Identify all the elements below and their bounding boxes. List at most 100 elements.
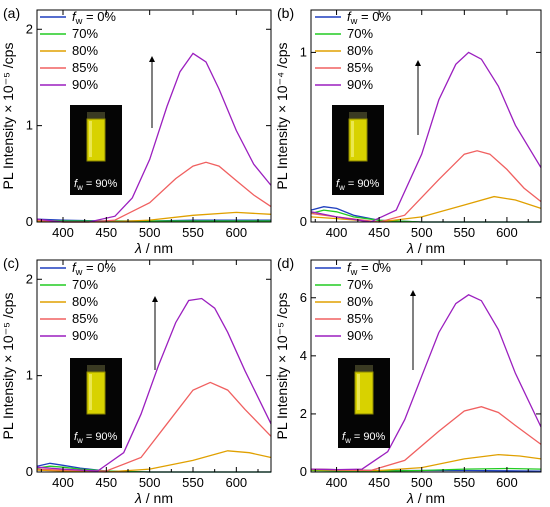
x-tick-label: 600	[496, 225, 518, 240]
legend: fw = 0%70% 80% 85% 90%	[315, 9, 391, 92]
y-tick-label: 0	[300, 214, 307, 229]
legend-entry: 90%	[72, 77, 98, 92]
vial-highlight	[351, 121, 354, 157]
legend-entry: 90%	[347, 77, 373, 92]
legend-entry: 70%	[347, 277, 373, 292]
series-line-3	[310, 406, 542, 472]
y-tick-label: 0	[26, 214, 33, 229]
vial-cap	[87, 365, 105, 372]
x-tick-label: 600	[225, 475, 247, 490]
y-tick-label: 1	[300, 44, 307, 59]
series-line-4	[310, 294, 542, 471]
series-line-4	[36, 52, 272, 223]
vial-cap	[355, 365, 373, 372]
x-tick-label: 450	[368, 225, 390, 240]
x-tick-label: 600	[225, 225, 247, 240]
series-line-4	[36, 297, 272, 472]
y-axis-label: PL Intensity × 10⁻⁴ /cps	[274, 42, 290, 189]
x-tick-label: 500	[411, 225, 433, 240]
series-line-3	[310, 150, 542, 223]
vial-photo-inset: fw = 90%	[70, 358, 122, 448]
trend-arrow-head	[415, 60, 421, 66]
x-tick-label: 400	[326, 475, 348, 490]
chart-panel-b: 400 450 500 550 600 0 1 λ / nm PL Intensity × 10…	[274, 5, 542, 256]
x-tick-label: 500	[139, 475, 161, 490]
chart-panel-d: 400 450 500 550 600 0 2 4 6 λ / nm PL Intensity × …	[274, 255, 542, 506]
legend-entry: 70%	[72, 277, 98, 292]
legend-entry: 85%	[72, 311, 98, 326]
y-tick-label: 0	[300, 464, 307, 479]
x-tick-label: 550	[453, 475, 475, 490]
vial-highlight	[89, 121, 92, 157]
x-tick-label: 400	[52, 475, 74, 490]
legend-entry: 80%	[72, 43, 98, 58]
legend-entry: 80%	[347, 43, 373, 58]
legend-entry: 80%	[347, 294, 373, 309]
series-line-4	[310, 51, 542, 223]
legend-entry: fw = 0%	[72, 260, 116, 277]
x-tick-label: 600	[496, 475, 518, 490]
x-axis-label: λ / nm	[134, 240, 173, 256]
vial-highlight	[357, 374, 360, 410]
y-axis-label: PL Intensity × 10⁻⁵ /cps	[274, 293, 290, 440]
x-axis-label: λ / nm	[134, 490, 173, 506]
legend-entry: 70%	[347, 26, 373, 41]
x-tick-label: 550	[453, 225, 475, 240]
x-axis-label: λ / nm	[406, 490, 445, 506]
legend: fw = 0%70% 80% 85% 90%	[315, 260, 391, 343]
legend-entry: 70%	[72, 26, 98, 41]
vial-photo-inset: fw = 90%	[70, 105, 122, 195]
y-tick-label: 1	[26, 368, 33, 383]
vial-photo-inset: fw = 90%	[338, 358, 390, 448]
panel-label: (b)	[277, 5, 294, 21]
inset-label: fw = 90%	[74, 431, 118, 445]
x-tick-label: 500	[411, 475, 433, 490]
plot-frame	[310, 9, 542, 223]
x-tick-label: 550	[182, 475, 204, 490]
legend-entry: 85%	[347, 311, 373, 326]
legend-entry: fw = 0%	[72, 9, 116, 26]
series-line-2	[36, 450, 272, 473]
y-tick-label: 6	[300, 290, 307, 305]
y-tick-label: 0	[26, 464, 33, 479]
series-line-2	[310, 195, 542, 223]
x-tick-label: 450	[95, 475, 117, 490]
legend-entry: 90%	[72, 328, 98, 343]
x-tick-label: 400	[52, 225, 74, 240]
legend-entry: fw = 0%	[347, 9, 391, 26]
plot-frame	[310, 259, 542, 473]
x-axis-label: λ / nm	[406, 240, 445, 256]
y-tick-label: 4	[300, 348, 307, 363]
legend-entry: 85%	[347, 60, 373, 75]
panel-label: (d)	[277, 255, 294, 271]
trend-arrow-head	[410, 290, 416, 296]
vial-highlight	[89, 374, 92, 410]
x-tick-label: 450	[368, 475, 390, 490]
vial-cap	[349, 112, 367, 119]
vial-photo-inset: fw = 90%	[332, 105, 384, 195]
chart-panel-c: 400 450 500 550 600 0 1 2 λ / nm PL Intensity × 1…	[0, 255, 272, 506]
legend-entry: fw = 0%	[347, 260, 391, 277]
legend-entry: 90%	[347, 328, 373, 343]
x-tick-label: 400	[326, 225, 348, 240]
y-axis-label: PL Intensity × 10⁻⁵ /cps	[0, 43, 16, 190]
y-tick-label: 1	[26, 118, 33, 133]
plot-frame	[36, 9, 272, 223]
trend-arrow-head	[149, 56, 155, 62]
vial-cap	[87, 112, 105, 119]
chart-panel-a: 400 450 500 550 600 0 1 2 λ / nm PL Intensity × 1…	[0, 5, 272, 256]
legend-entry: 80%	[72, 294, 98, 309]
y-tick-label: 2	[300, 406, 307, 421]
x-tick-label: 450	[95, 225, 117, 240]
trend-arrow-head	[152, 296, 158, 302]
x-tick-label: 550	[182, 225, 204, 240]
inset-label: fw = 90%	[336, 178, 380, 192]
plot-frame	[36, 259, 272, 473]
y-tick-label: 2	[26, 21, 33, 36]
panel-label: (c)	[3, 255, 19, 271]
x-tick-label: 500	[139, 225, 161, 240]
legend: fw = 0%70% 80% 85% 90%	[40, 9, 116, 92]
inset-label: fw = 90%	[342, 431, 386, 445]
y-tick-label: 2	[26, 271, 33, 286]
